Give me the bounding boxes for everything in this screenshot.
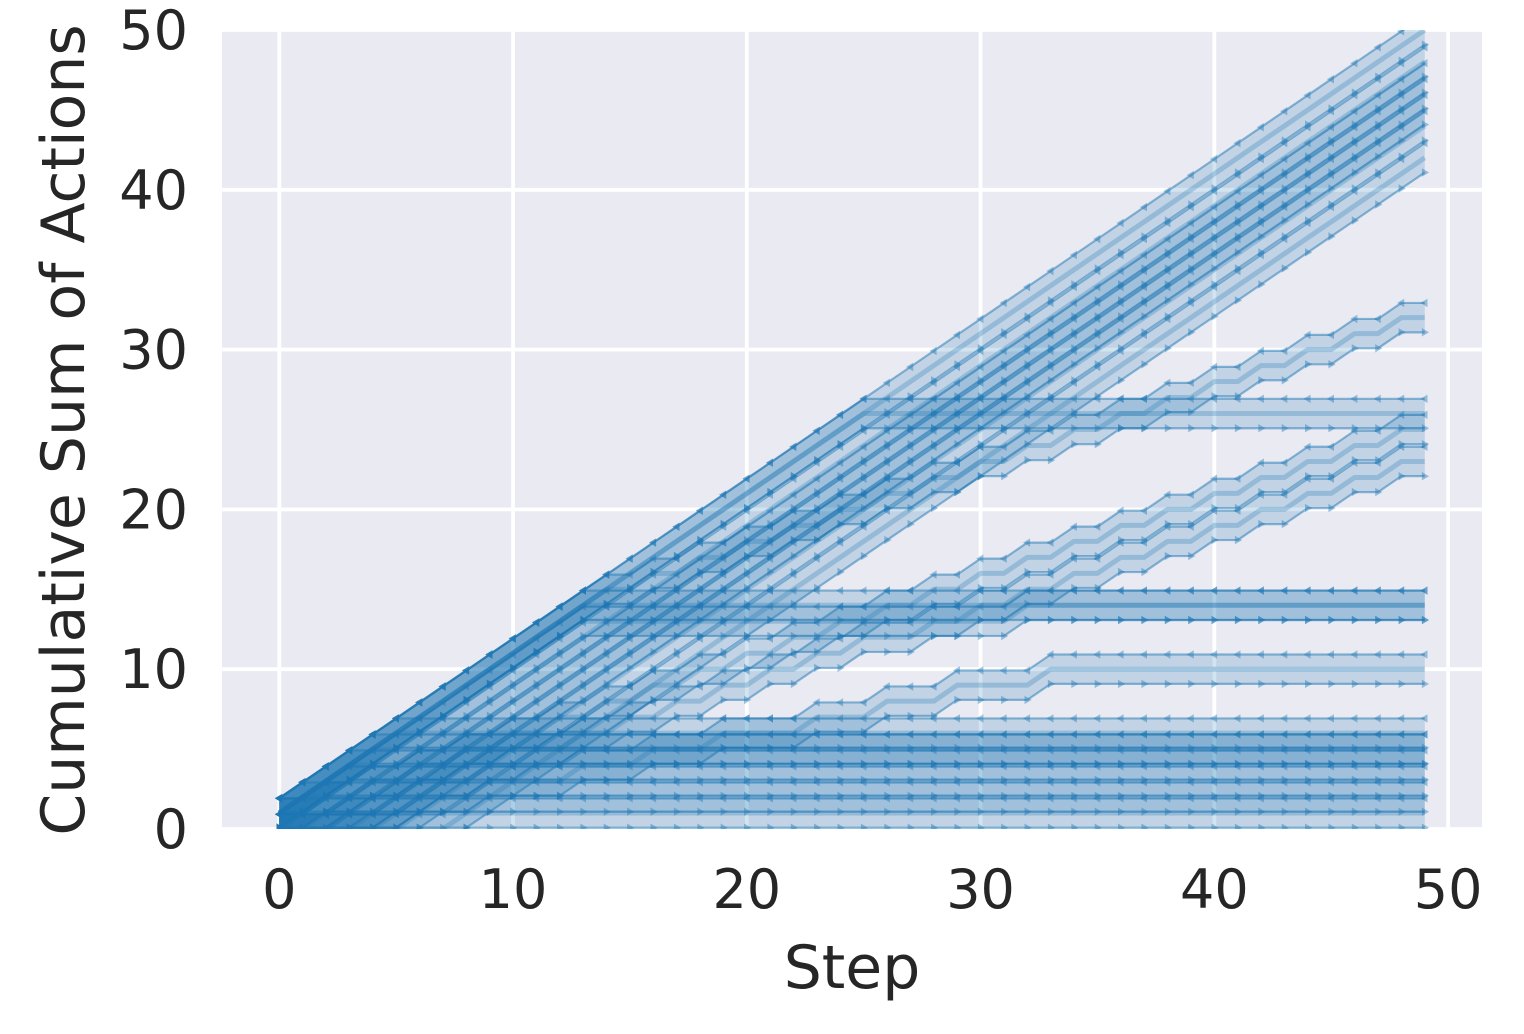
x-tick-label: 10 [479, 858, 548, 921]
series-band-upper-edge [278, 717, 1425, 800]
series-band [279, 718, 1425, 828]
series-band [279, 654, 1425, 829]
x-tick-label: 50 [1414, 858, 1483, 921]
series-mean-line [277, 730, 1425, 816]
y-axis-label: Cumulative Sum of Actions [29, 24, 99, 835]
series-band-upper-edge [278, 765, 1425, 816]
series-mean-line [279, 746, 1425, 816]
series-band-lower-edge [278, 746, 1425, 829]
series-band-upper-edge [279, 62, 1426, 816]
series-trajectory-20 [274, 778, 1430, 829]
y-tick-label: 20 [119, 478, 188, 541]
series-band [279, 302, 1425, 828]
series-band [279, 590, 1425, 828]
series-band [279, 734, 1425, 828]
series-band-lower-edge [462, 171, 1426, 829]
series-band-lower-edge [278, 810, 1425, 829]
series-band [279, 750, 1425, 828]
x-tick-label: 40 [1180, 858, 1249, 921]
series-band-lower-edge [368, 107, 1426, 829]
series-band-upper-edge [278, 589, 1425, 816]
series-band-upper-edge [278, 749, 1425, 800]
y-tick-label: 40 [119, 159, 188, 222]
y-tick-label: 50 [119, 0, 188, 62]
series-band [279, 414, 1425, 828]
series-band-lower-edge [345, 91, 1426, 829]
series-band-lower-edge [279, 762, 1425, 829]
y-tick-label: 30 [119, 319, 188, 382]
caret-right-markers [346, 88, 1430, 829]
plot-background [222, 30, 1482, 829]
series-mean-line [277, 762, 1425, 816]
series-layer [274, 30, 1430, 829]
series-band [279, 782, 1425, 828]
x-axis-label: Step [784, 933, 921, 1003]
caret-right-markers [393, 120, 1430, 829]
series-mean-line [277, 794, 1425, 816]
series-band-lower-edge [298, 618, 1425, 829]
series-mean-line [279, 666, 1425, 829]
series-band-upper-edge [279, 733, 1425, 800]
series-band-lower-edge [345, 682, 1425, 829]
series-band-upper-edge [279, 46, 1426, 816]
series-mean-line [279, 427, 1425, 816]
series-trajectory-17 [274, 730, 1430, 829]
series-band-lower-edge [392, 123, 1426, 829]
x-tick-labels: 0 10 20 30 40 50 [262, 858, 1482, 921]
y-tick-label: 10 [119, 638, 188, 701]
series-trajectory-18 [274, 746, 1430, 829]
series-band-lower-edge [345, 475, 1425, 829]
caret-right-markers [346, 472, 1430, 829]
series-trajectory-21 [274, 794, 1430, 829]
series-band [279, 590, 1425, 829]
series-mean-line [277, 602, 1425, 829]
grid-lines [222, 28, 1482, 831]
series-trajectory-15 [274, 714, 1430, 829]
x-tick-label: 0 [262, 858, 296, 921]
series-band-upper-edge [278, 781, 1425, 800]
series-trajectory-13 [274, 586, 1430, 829]
y-tick-labels: 0 10 20 30 40 50 [119, 0, 188, 861]
x-tick-label: 20 [712, 858, 781, 921]
series-band-lower-edge [278, 778, 1425, 829]
series-mean-line [277, 778, 1425, 829]
series-band-lower-edge [322, 75, 1426, 829]
series-band [279, 734, 1425, 828]
y-tick-label: 0 [154, 798, 188, 861]
x-tick-label: 30 [946, 858, 1015, 921]
series-band [279, 798, 1425, 828]
series-mean-line [277, 746, 1425, 816]
series-band-lower-edge [298, 794, 1425, 829]
series-band-upper-edge [279, 78, 1426, 816]
series-band [279, 30, 1425, 828]
